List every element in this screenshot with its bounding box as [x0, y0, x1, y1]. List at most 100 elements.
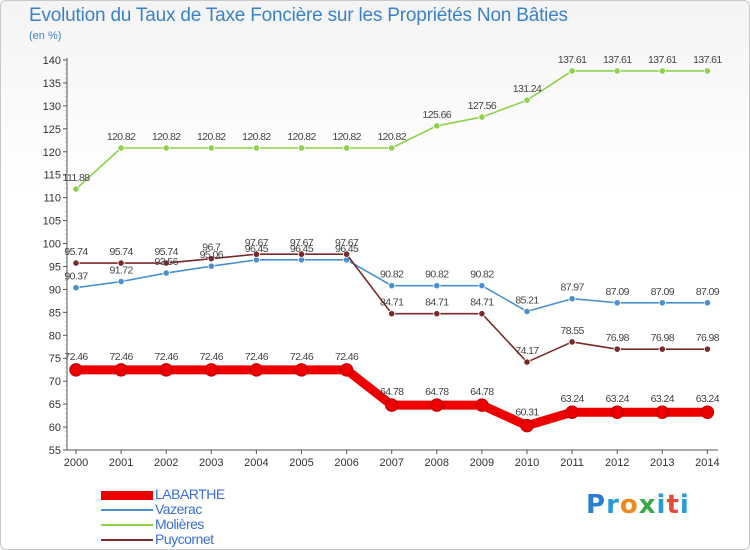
data-point: [478, 113, 486, 121]
x-tick-label: 2008: [425, 457, 449, 469]
data-label: 137.61: [603, 54, 632, 66]
x-tick-label: 2005: [289, 457, 313, 469]
x-tick-label: 2006: [334, 457, 358, 469]
data-label: 84.71: [380, 297, 404, 309]
data-label: 85.21: [515, 294, 539, 306]
data-label: 125.66: [423, 109, 452, 121]
data-label: 111.88: [63, 172, 91, 184]
data-point: [475, 398, 489, 412]
data-label: 120.82: [377, 131, 406, 143]
data-label: 87.09: [696, 286, 720, 298]
data-point: [388, 282, 396, 290]
data-label: 63.24: [606, 393, 630, 405]
data-label: 90.82: [470, 269, 494, 281]
data-label: 84.71: [470, 297, 494, 309]
data-label: 120.82: [287, 131, 316, 143]
y-tick-label: 130: [43, 101, 61, 113]
data-point: [703, 345, 712, 353]
data-label: 137.61: [558, 54, 587, 66]
y-tick-label: 110: [43, 193, 61, 205]
data-point: [207, 255, 215, 263]
data-point: [568, 295, 576, 303]
legend-label: Molières: [155, 516, 204, 532]
data-label: 74.17: [515, 345, 539, 357]
data-point: [252, 144, 260, 152]
legend-label: Vazerac: [155, 501, 202, 517]
data-label: 96.45: [335, 243, 359, 255]
y-tick-label: 65: [49, 399, 61, 411]
data-point: [703, 67, 712, 75]
y-tick-label: 80: [49, 330, 61, 342]
data-point: [162, 144, 170, 152]
data-point: [568, 338, 576, 346]
data-point: [433, 282, 441, 290]
data-point: [384, 398, 399, 412]
data-point: [117, 277, 125, 286]
data-point: [610, 405, 624, 419]
y-tick-label: 115: [43, 170, 61, 182]
data-label: 96.45: [290, 243, 314, 255]
y-tick-label: 120: [43, 147, 61, 159]
data-point: [388, 310, 396, 318]
legend-swatch: [101, 539, 153, 541]
y-tick-label: 105: [43, 216, 61, 228]
legend-swatch: [101, 509, 153, 511]
data-point: [294, 363, 309, 377]
data-point: [69, 363, 83, 377]
data-label: 90.37: [64, 271, 88, 283]
data-point: [207, 262, 215, 270]
x-tick-label: 2002: [154, 457, 178, 469]
y-tick-label: 140: [43, 55, 61, 67]
axes: 55 60 65 70 75 80 85 90 95 100 105 110 115 120 125 130 1…: [43, 55, 720, 469]
chart-title: Evolution du Taux de Taxe Foncière sur l…: [29, 5, 568, 26]
data-point: [433, 122, 441, 130]
data-point: [162, 269, 170, 277]
logo-letter: t: [666, 490, 680, 520]
x-tick-label: 2001: [109, 457, 133, 469]
y-tick-label: 75: [49, 353, 61, 365]
data-point: [523, 358, 531, 366]
data-point: [658, 299, 666, 307]
data-point: [159, 363, 173, 377]
data-label: 72.46: [155, 351, 179, 363]
x-tick-label: 2012: [605, 457, 629, 469]
data-label: 96.45: [245, 243, 269, 255]
data-point: [72, 284, 80, 292]
legend-swatch: [101, 490, 153, 500]
data-label: 87.97: [560, 282, 584, 294]
data-label: 97.67: [335, 237, 359, 249]
data-label: 63.24: [696, 393, 720, 405]
data-label: 63.24: [651, 393, 675, 405]
x-tick-label: 2009: [470, 457, 494, 469]
logo-letter: r: [606, 490, 620, 520]
data-label: 120.82: [332, 131, 361, 143]
data-label: 95.74: [64, 246, 88, 258]
data-labels: 111.88 120.82 120.82 120.82 120.82 120.82 120.…: [63, 54, 724, 419]
data-point: [613, 67, 621, 75]
data-label: 95.06: [200, 249, 224, 261]
logo-letter: i: [679, 490, 690, 520]
data-label: 64.78: [380, 386, 404, 398]
data-point: [204, 363, 219, 377]
data-point: [114, 363, 128, 377]
data-label: 72.46: [109, 351, 133, 363]
data-point: [520, 418, 534, 433]
data-point: [478, 282, 486, 290]
data-point: [565, 405, 579, 419]
data-point: [252, 250, 260, 258]
data-label: 72.46: [290, 351, 314, 363]
data-label: 97.67: [290, 237, 314, 249]
data-label: 120.82: [242, 131, 271, 143]
data-label: 76.98: [651, 332, 675, 344]
legend-label: LABARTHE: [155, 486, 225, 502]
data-point: [72, 259, 80, 267]
data-label: 78.55: [560, 325, 584, 337]
x-tick-label: 2011: [560, 457, 584, 469]
logo-letter: o: [619, 490, 639, 520]
data-label: 97.67: [245, 237, 269, 249]
data-label: 90.82: [425, 269, 449, 281]
data-label: 63.24: [560, 393, 584, 405]
data-label: 87.09: [606, 286, 630, 298]
